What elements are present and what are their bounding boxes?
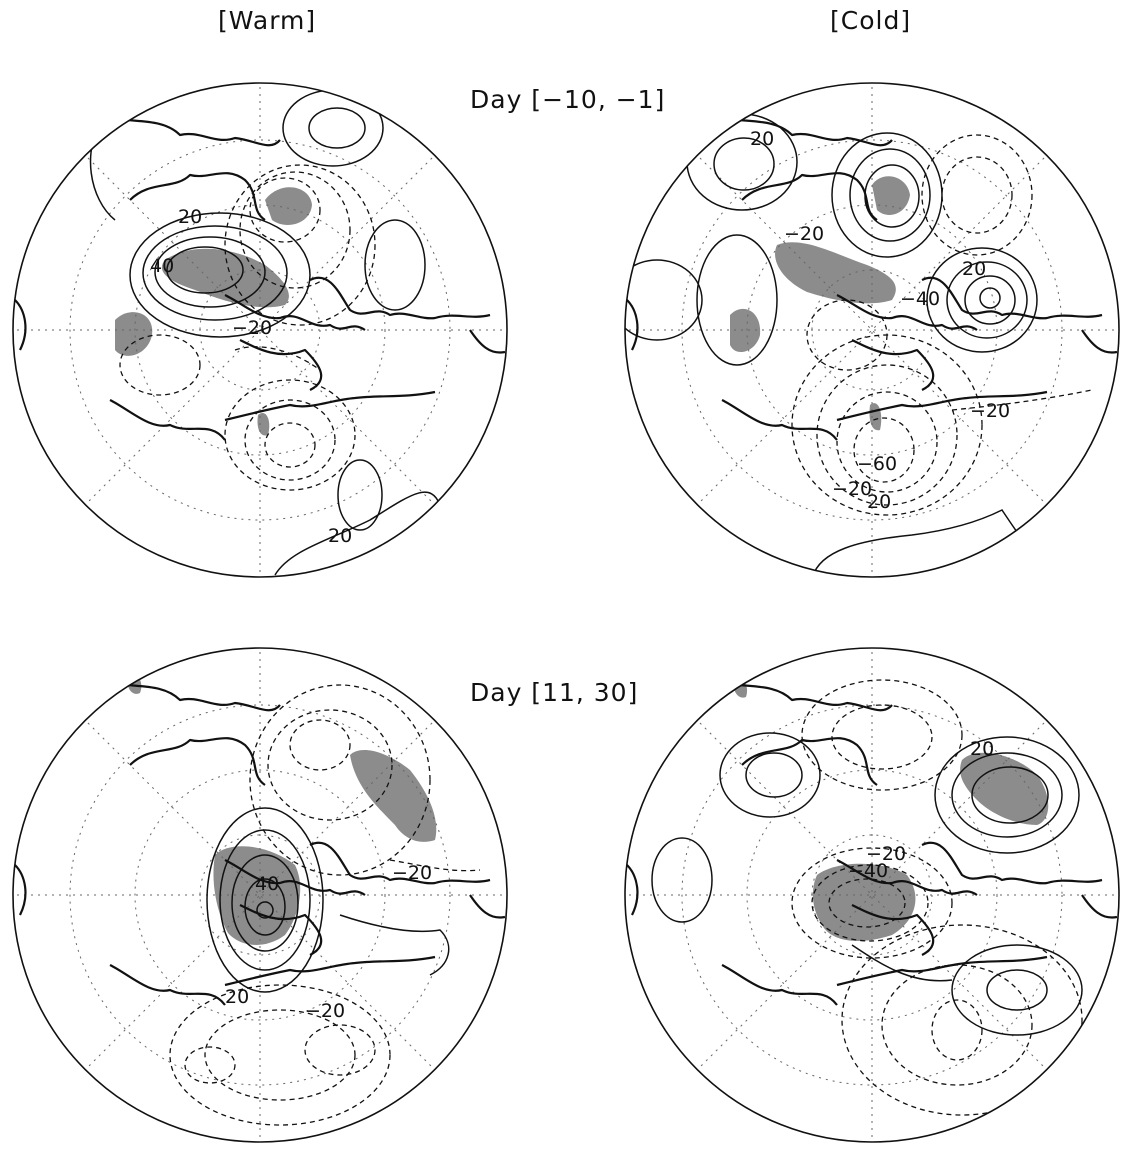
coastlines [626,679,1118,1006]
svg-text:20: 20 [970,738,994,760]
contours-negative [169,684,481,1126]
contours-positive [651,732,1083,1036]
contour-labels: 20 40 −20 20 [150,206,352,547]
contours-positive [89,89,441,577]
svg-text:20: 20 [750,128,774,150]
contour-labels: 40 −20 20 −20 [225,862,432,1022]
row-title-late: Day [11, 30] [470,678,639,707]
coastlines [626,114,1118,441]
graticule [625,648,1119,1142]
contours-positive [625,113,1063,577]
contour-labels: 20 −20 −40 [848,738,994,882]
shaded-region [730,176,910,431]
map-panel-warm-late: 40 −20 20 −20 [12,647,508,1143]
coastlines [14,679,506,1006]
graticule [13,648,507,1142]
shaded-region [115,187,312,436]
coastlines [14,114,506,441]
map-boundary [624,82,1120,578]
svg-text:40: 40 [255,873,279,895]
svg-text:−20: −20 [866,843,906,865]
map-panel-cold-late: 20 −20 −40 [624,647,1120,1143]
svg-text:−20: −20 [970,400,1010,422]
graticule [625,83,1119,577]
graticule [13,83,507,577]
map-panel-warm-early: 20 40 −20 20 [12,82,508,578]
map-boundary [12,82,508,578]
contour-labels: 20 −20 20 −40 −20 −60 −20 20 [750,128,1010,513]
svg-text:−20: −20 [392,862,432,884]
svg-text:20: 20 [225,986,249,1008]
contours-positive [206,807,450,993]
svg-text:−20: −20 [832,478,872,500]
row-title-early: Day [−10, −1] [470,85,666,114]
shaded-region [733,678,1049,941]
shaded-region [127,673,437,945]
svg-text:−20: −20 [232,317,272,339]
map-boundary [12,647,508,1143]
svg-text:20: 20 [178,206,202,228]
svg-text:20: 20 [962,258,986,280]
map-panel-cold-early: 20 −20 20 −40 −20 −60 −20 20 [624,82,1120,578]
svg-text:20: 20 [328,525,352,547]
map-boundary [624,647,1120,1143]
svg-text:20: 20 [867,491,891,513]
svg-text:40: 40 [150,255,174,277]
svg-text:−60: −60 [857,453,897,475]
svg-text:−40: −40 [848,860,888,882]
contours-negative [791,679,1083,1116]
svg-text:−40: −40 [900,288,940,310]
contours-negative [791,134,1093,516]
svg-text:−20: −20 [305,1000,345,1022]
column-title-warm: [Warm] [218,6,317,35]
svg-text:−20: −20 [784,223,824,245]
column-title-cold: [Cold] [830,6,912,35]
contours-negative [119,164,376,491]
